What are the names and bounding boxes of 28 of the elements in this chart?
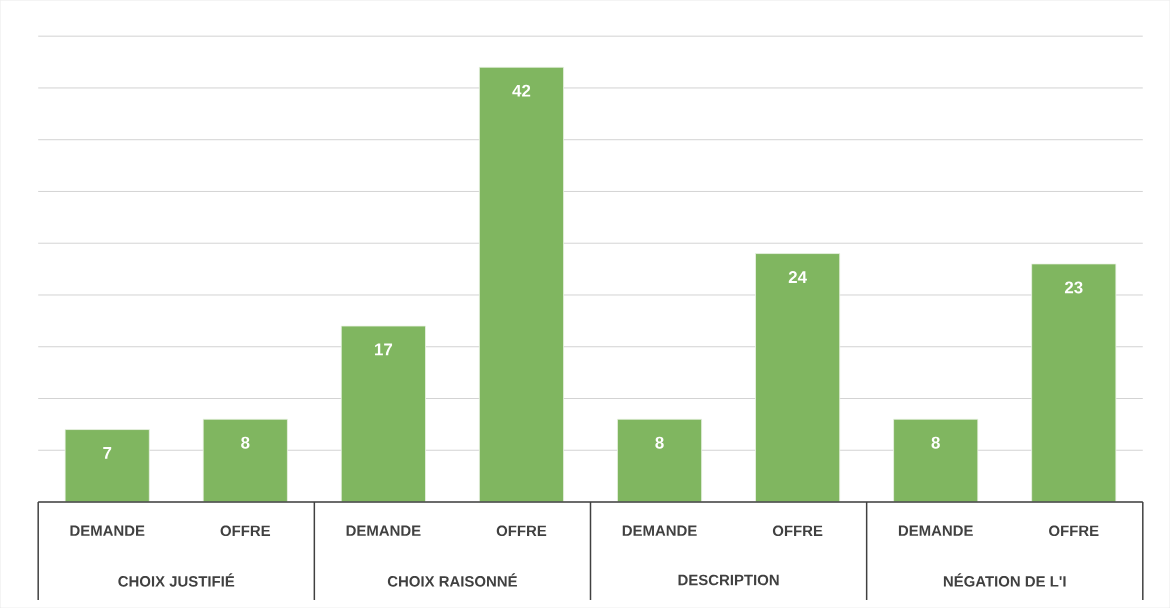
x-tick-label: OFFRE	[496, 525, 547, 537]
data-label: 8	[655, 436, 664, 449]
x-tick-label: DEMANDE	[70, 525, 145, 536]
bar	[478, 66, 564, 503]
text: DESCRIPTION	[678, 574, 779, 586]
text: CHOIX JUSTIFIÉ	[118, 573, 235, 587]
data-label: 24	[788, 271, 807, 283]
x-tick-label: OFFRE	[772, 525, 823, 537]
data-label: 17	[375, 343, 393, 356]
x-tick-label: DEMANDE	[898, 525, 973, 536]
data-label: 7	[103, 446, 112, 459]
x-tick-label: OFFRE	[1049, 525, 1099, 537]
bar	[202, 418, 288, 503]
bar	[1031, 263, 1117, 503]
data-label: 23	[1064, 281, 1083, 294]
data-label: 8	[241, 436, 250, 449]
x-tick-label: OFFRE	[220, 525, 271, 537]
x-tick-label: DEMANDE	[622, 525, 697, 536]
bar	[755, 253, 841, 503]
bar	[64, 429, 150, 503]
bar	[340, 325, 426, 503]
text: CHOIX RAISONNÉ	[387, 573, 517, 587]
x-tick-label: DEMANDE	[346, 525, 421, 536]
text: NÉGATION DE L'I	[943, 573, 1066, 587]
data-label: 8	[931, 436, 940, 449]
bar	[893, 418, 979, 503]
bar	[617, 418, 703, 503]
data-label: 42	[512, 84, 531, 97]
